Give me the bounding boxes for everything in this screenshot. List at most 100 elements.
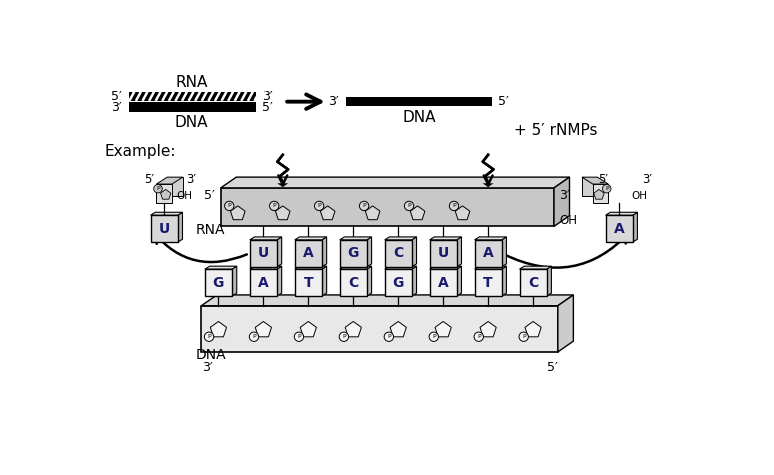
Polygon shape [250, 266, 282, 269]
Text: P: P [432, 334, 436, 339]
Bar [605, 215, 632, 242]
Text: C: C [528, 276, 538, 290]
Text: 3′: 3′ [111, 101, 122, 114]
Text: 3′: 3′ [329, 95, 339, 108]
Polygon shape [480, 322, 496, 337]
Polygon shape [457, 237, 461, 267]
Polygon shape [546, 266, 551, 296]
Polygon shape [525, 322, 541, 337]
Circle shape [224, 201, 234, 210]
Circle shape [384, 332, 393, 342]
Polygon shape [232, 266, 237, 296]
Text: 5′: 5′ [598, 173, 608, 186]
Text: P: P [342, 334, 346, 339]
Circle shape [519, 332, 529, 342]
Bar [151, 215, 178, 242]
Polygon shape [221, 177, 570, 188]
Text: 3′: 3′ [262, 90, 272, 103]
Circle shape [314, 201, 324, 210]
Polygon shape [593, 184, 608, 202]
Polygon shape [322, 237, 327, 267]
Bar [385, 240, 412, 267]
Text: C: C [393, 247, 403, 260]
Text: P: P [228, 203, 231, 209]
Polygon shape [412, 237, 416, 267]
Circle shape [404, 201, 414, 210]
Bar [250, 240, 277, 267]
Text: Example:: Example: [104, 144, 176, 159]
Circle shape [154, 184, 163, 193]
Text: 3′: 3′ [202, 361, 213, 374]
Bar [346, 97, 492, 106]
Bar [250, 269, 277, 296]
Circle shape [450, 201, 459, 210]
Circle shape [204, 332, 214, 342]
Text: DNA: DNA [196, 348, 227, 362]
Polygon shape [156, 177, 183, 184]
Text: RNA: RNA [196, 223, 225, 237]
Polygon shape [295, 266, 327, 269]
Polygon shape [390, 322, 406, 337]
Text: OH: OH [632, 190, 648, 200]
Text: P: P [605, 186, 608, 191]
Bar [474, 240, 502, 267]
Polygon shape [412, 266, 416, 296]
Polygon shape [151, 212, 183, 215]
Bar [295, 269, 322, 296]
Polygon shape [455, 206, 470, 220]
Polygon shape [255, 322, 272, 337]
Circle shape [429, 332, 439, 342]
Polygon shape [340, 237, 372, 240]
Polygon shape [410, 206, 425, 220]
Text: P: P [407, 203, 411, 209]
Polygon shape [167, 177, 183, 196]
Circle shape [249, 332, 259, 342]
Polygon shape [385, 266, 416, 269]
Text: P: P [252, 334, 256, 339]
Polygon shape [582, 177, 598, 196]
Text: T: T [303, 276, 313, 290]
Text: P: P [522, 334, 526, 339]
Polygon shape [430, 266, 461, 269]
Text: 5′: 5′ [498, 95, 509, 108]
Polygon shape [554, 177, 570, 227]
Text: P: P [317, 203, 321, 209]
Text: P: P [272, 203, 276, 209]
Polygon shape [519, 266, 551, 269]
Polygon shape [277, 183, 288, 187]
Text: 5′: 5′ [262, 101, 272, 114]
Circle shape [474, 332, 484, 342]
Bar [340, 269, 367, 296]
Bar [430, 269, 457, 296]
Polygon shape [277, 266, 282, 296]
Polygon shape [340, 266, 372, 269]
Text: G: G [392, 276, 404, 290]
Text: 5′: 5′ [547, 361, 558, 374]
Polygon shape [178, 212, 183, 242]
Polygon shape [430, 237, 461, 240]
Bar [340, 240, 367, 267]
Text: 5′: 5′ [111, 90, 122, 103]
Bar [221, 188, 554, 227]
Text: P: P [362, 203, 366, 209]
Polygon shape [605, 212, 638, 215]
Text: A: A [483, 247, 494, 260]
Text: P: P [207, 334, 211, 339]
Circle shape [339, 332, 348, 342]
Polygon shape [300, 322, 317, 337]
Circle shape [602, 184, 611, 193]
Polygon shape [435, 322, 451, 337]
Text: P: P [452, 203, 456, 209]
Text: A: A [303, 247, 313, 260]
Polygon shape [502, 266, 506, 296]
Text: RNA: RNA [175, 75, 207, 90]
Polygon shape [345, 322, 361, 337]
Polygon shape [156, 184, 172, 202]
Circle shape [359, 201, 369, 210]
Text: G: G [348, 247, 359, 260]
Text: P: P [156, 186, 159, 191]
Text: A: A [438, 276, 449, 290]
Text: 5′: 5′ [204, 189, 215, 202]
Text: P: P [387, 334, 391, 339]
Bar [129, 92, 255, 101]
